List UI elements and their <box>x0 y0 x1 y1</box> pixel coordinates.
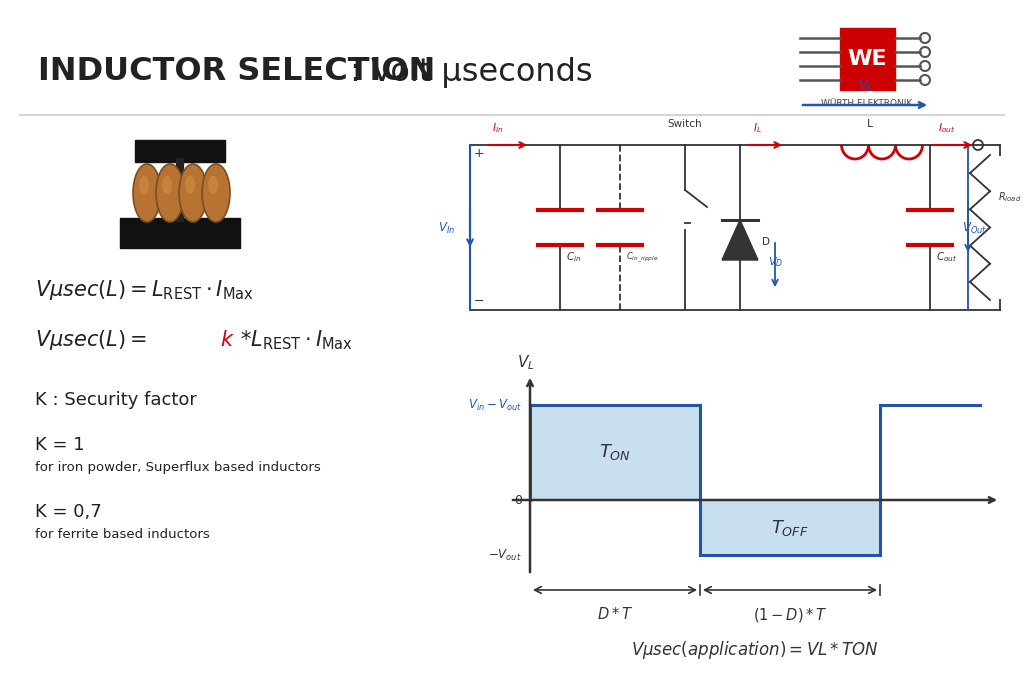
Text: $R_{load}$: $R_{load}$ <box>998 190 1021 204</box>
Text: $V\mu sec(L) = $: $V\mu sec(L) = $ <box>35 328 147 352</box>
Bar <box>135 140 225 162</box>
Text: $V_D$: $V_D$ <box>768 255 783 269</box>
Bar <box>700 500 880 555</box>
Text: $V_L$: $V_L$ <box>857 79 872 94</box>
Text: Switch: Switch <box>668 119 702 129</box>
Text: WÜRTH ELEKTRONIK: WÜRTH ELEKTRONIK <box>821 99 912 107</box>
Text: D: D <box>762 237 770 247</box>
Text: $- V_{out}$: $- V_{out}$ <box>488 547 522 562</box>
Text: $I_{In}$: $I_{In}$ <box>492 121 504 135</box>
Text: : Volt μseconds: : Volt μseconds <box>340 56 593 88</box>
Ellipse shape <box>156 164 184 222</box>
Text: $(1 - D) * T$: $(1 - D) * T$ <box>753 606 827 624</box>
Text: for ferrite based inductors: for ferrite based inductors <box>35 528 210 541</box>
Ellipse shape <box>133 164 161 222</box>
Text: 0: 0 <box>514 494 522 507</box>
Text: $I_{out}$: $I_{out}$ <box>938 121 955 135</box>
Text: $D * T$: $D * T$ <box>597 606 633 622</box>
Text: $V_{In}$: $V_{In}$ <box>438 220 455 235</box>
Polygon shape <box>722 220 758 260</box>
Bar <box>530 405 700 500</box>
Text: $V_L$: $V_L$ <box>517 354 535 372</box>
Bar <box>120 218 240 248</box>
Text: K = 1: K = 1 <box>35 436 85 454</box>
Bar <box>840 28 895 90</box>
Ellipse shape <box>208 176 218 194</box>
Text: $C_{in\_ripple}$: $C_{in\_ripple}$ <box>626 251 658 265</box>
Ellipse shape <box>162 176 172 194</box>
Text: K : Security factor: K : Security factor <box>35 391 197 409</box>
Text: $I_L$: $I_L$ <box>753 121 762 135</box>
Text: +: + <box>474 147 484 160</box>
Text: −: − <box>474 295 484 308</box>
Text: L: L <box>867 119 873 129</box>
Text: K = 0,7: K = 0,7 <box>35 503 101 521</box>
Ellipse shape <box>139 176 150 194</box>
Text: $V\mu sec(application) = VL * TON$: $V\mu sec(application) = VL * TON$ <box>631 639 879 661</box>
Ellipse shape <box>185 176 195 194</box>
Ellipse shape <box>202 164 230 222</box>
Text: $T_{ON}$: $T_{ON}$ <box>599 443 631 462</box>
Text: for iron powder, Superflux based inductors: for iron powder, Superflux based inducto… <box>35 462 321 475</box>
Text: $* L_\mathrm{REST} \cdot I_\mathrm{Max}$: $* L_\mathrm{REST} \cdot I_\mathrm{Max}$ <box>240 328 353 352</box>
Text: WE: WE <box>847 49 887 69</box>
Text: $T_{OFF}$: $T_{OFF}$ <box>771 517 809 537</box>
Text: $V\mu sec(L) = L_\mathrm{REST} \cdot I_\mathrm{Max}$: $V\mu sec(L) = L_\mathrm{REST} \cdot I_\… <box>35 278 254 302</box>
Text: $V_{Out}$: $V_{Out}$ <box>962 220 987 235</box>
Text: $C_{in}$: $C_{in}$ <box>566 250 582 264</box>
Text: INDUCTOR SELECTION: INDUCTOR SELECTION <box>38 56 435 88</box>
Text: $C_{out}$: $C_{out}$ <box>936 250 957 264</box>
Text: $V_{in} - V_{out}$: $V_{in} - V_{out}$ <box>468 397 522 413</box>
Text: $k$: $k$ <box>220 330 234 350</box>
Ellipse shape <box>179 164 207 222</box>
